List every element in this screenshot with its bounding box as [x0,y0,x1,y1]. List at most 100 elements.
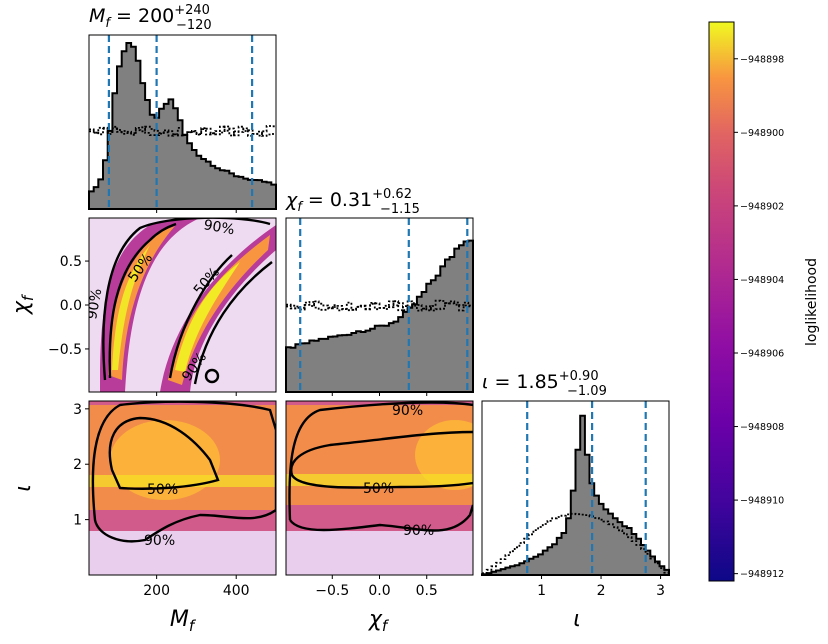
colorbar-tick-label: −948898 [740,54,784,65]
marginal-panel-Mf: Mf = 200+240 −120 [88,3,277,213]
axis-label-main: χ [9,300,34,315]
prior-histogram-iota [482,512,669,575]
posterior-histogram-iota [481,414,670,576]
colorbar-ticks: −948898 −948900 −948902 −948904 −948906 −9489… [734,54,784,580]
axis-label-main: ι [11,484,36,491]
x-axis-label-iota: ι [573,607,580,632]
histogram-bars [481,414,670,576]
marginal-panel-iota: 1 2 3 ι = 1.85+0.90 −1.09 [481,369,670,599]
colorbar-tick-label: −948900 [740,128,784,139]
title-lower: −120 [176,18,212,33]
contour-50 [108,416,220,490]
scatter-layer: 50% 90% 90% [286,401,473,575]
prior-line [286,300,473,312]
contour-90-islet [204,368,220,384]
y-tick-label: 2 [73,457,82,473]
title-iota: ι = 1.85+0.90 −1.09 [482,369,607,399]
contour-50 [290,430,473,489]
quantile-lines-chif [299,218,469,392]
x-ticks [156,209,237,213]
axes-frame [481,400,670,576]
posterior-histogram-Mf [88,42,277,210]
axis-label-sub: f [189,617,197,635]
y-tick-label: 0.5 [60,254,82,270]
contour-label: 50% [147,482,178,498]
prior-histogram-chif [286,299,473,312]
title-chif: χf = 0.31+0.62 −1.15 [285,187,420,217]
x-ticks [331,392,428,396]
scatter-panel-iota-vs-Mf: 50% 90% 200 400 1 2 3 [73,400,277,599]
colorbar-tick-label: −948906 [740,348,784,359]
quantile-lines-iota [526,401,647,575]
axis-label-main: ι [573,607,580,632]
histogram-bars [285,239,474,393]
prior-line [286,299,473,312]
colorbar-tick-label: −948912 [740,569,784,580]
contour-label: 90% [392,403,423,419]
contour-label: 90% [202,217,235,238]
contour-label: 90% [403,523,434,539]
title-value: = 0.31 [302,189,372,211]
density-peak [415,420,473,490]
ticks: −0.5 0.0 0.5 [48,254,237,396]
contour-90-lower [289,504,473,532]
title-upper: +0.62 [372,187,412,202]
density-ridge-1-core [108,226,175,380]
title-lower: −1.15 [380,202,420,217]
quantile-lines-Mf [107,35,254,209]
density-ridge [89,475,276,487]
contour-label: 90% [144,533,175,549]
y-axis-label-chif: χf [9,293,37,315]
y-tick-label: 1 [73,513,82,529]
title-lower: −1.09 [567,384,607,399]
colorbar-label: loglikelihood [804,258,820,346]
colorbar-tick-label: −948908 [740,422,784,433]
colorbar-tick-label: −948902 [740,201,784,212]
colorbar-gradient [708,21,735,582]
title-main: M [89,5,105,27]
x-tick-label: 1 [537,583,546,599]
colorbar-tick-label: −948904 [740,275,784,286]
contour-50-right [168,254,233,379]
axis-label-sub: f [19,293,37,301]
colorbar-tick-label: −948910 [740,496,784,507]
axes-frame [88,400,277,576]
x-tick-label: 400 [223,583,250,599]
contour-90-upper [288,401,473,521]
density-ridge-1 [100,218,200,392]
title-main: ι [482,371,488,393]
contour-90-right [193,261,273,385]
title-value: = 200 [110,5,174,27]
title-upper: +0.90 [559,369,599,384]
prior-line [482,512,669,575]
prior-histogram-Mf [89,125,276,137]
contour-50-left [108,222,177,379]
x-axis-label-Mf: Mf [170,607,197,635]
x-ticks: 1 2 3 [537,575,665,599]
y-tick-label: 3 [73,402,82,418]
density-ridge-2-core [168,235,270,385]
x-tick-label: 0.5 [416,583,438,599]
colorbar: −948898 −948900 −948902 −948904 −948906 −9489… [708,21,820,582]
x-tick-label: 2 [597,583,606,599]
density-ridge-2-peak [175,262,240,372]
x-tick-label: −0.5 [315,583,349,599]
axis-label-main: M [170,607,189,632]
contour-label: 50% [363,481,394,497]
scatter-panel-iota-vs-chif: 50% 90% 90% −0.5 0.0 0.5 [285,400,474,599]
ticks: 200 400 1 2 3 [73,402,250,599]
scatter-layer: 50% 50% 90% 90% 90% [84,217,276,392]
axis-label-main: χ [368,607,383,632]
scatter-panel-chif-vs-Mf: 50% 50% 90% 90% 90% −0.5 0.0 0.5 [48,217,277,396]
y-axis-label-iota: ι [11,484,36,491]
prior-line [89,125,276,137]
x-tick-label: 0.0 [368,583,390,599]
x-tick-label: 200 [143,583,170,599]
prior-line [89,125,276,137]
axes-frame [88,34,277,210]
y-tick-label: 0.0 [60,298,82,314]
title-value: = 1.85 [488,371,558,393]
contour-label: 90% [84,287,105,320]
title-Mf: Mf = 200+240 −120 [89,3,212,33]
